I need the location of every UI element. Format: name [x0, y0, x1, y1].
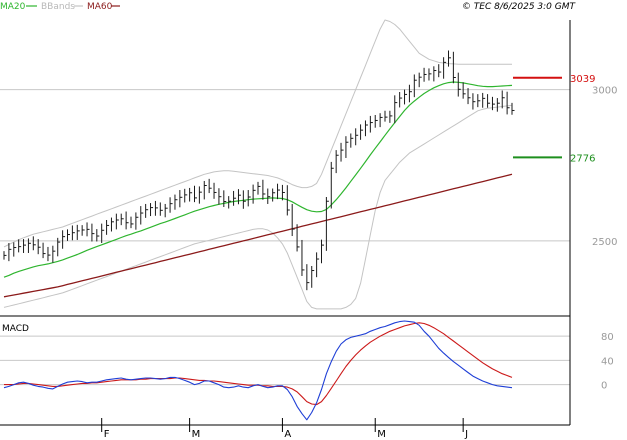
macd-tick-label: 40 — [601, 356, 614, 367]
price-grid — [0, 89, 570, 242]
price-tick-label: 2500 — [592, 237, 617, 248]
legend-ma60-label: MA60 — [87, 2, 113, 12]
resistance-level-label: 3039 — [570, 74, 595, 85]
macd-series — [3, 320, 513, 421]
x-tick-label: A — [284, 429, 291, 440]
x-tick-label: M — [377, 429, 386, 440]
legend: MA20 BBands MA60 — [0, 2, 120, 12]
support-level-label: 2776 — [570, 153, 595, 164]
macd-axis: 80 40 0 — [601, 332, 614, 391]
macd-tick-label: 0 — [601, 381, 607, 392]
x-tick-label: J — [464, 429, 468, 440]
macd-line — [3, 320, 513, 421]
macd-label: MACD — [2, 324, 29, 334]
legend-ma20-label: MA20 — [0, 2, 26, 12]
price-levels: 3039 2776 — [513, 74, 595, 164]
macd-grid — [0, 335, 570, 386]
legend-bbands-label: BBands — [41, 2, 75, 12]
bband-upper-line — [3, 19, 512, 248]
price-series — [3, 19, 513, 310]
price-tick-label: 3000 — [592, 86, 617, 97]
x-tick-label: F — [104, 429, 110, 440]
timestamp: © TEC 8/6/2025 3:0 GMT — [462, 2, 577, 12]
price-axis: 3000 2500 — [592, 86, 617, 248]
x-tick-label: M — [192, 429, 201, 440]
macd-tick-label: 80 — [601, 332, 614, 343]
bband-lower-line — [3, 104, 513, 310]
macd-signal-line — [4, 322, 513, 406]
price-bars — [3, 50, 515, 291]
ma20-line — [3, 81, 513, 278]
ma60-line — [3, 173, 513, 298]
